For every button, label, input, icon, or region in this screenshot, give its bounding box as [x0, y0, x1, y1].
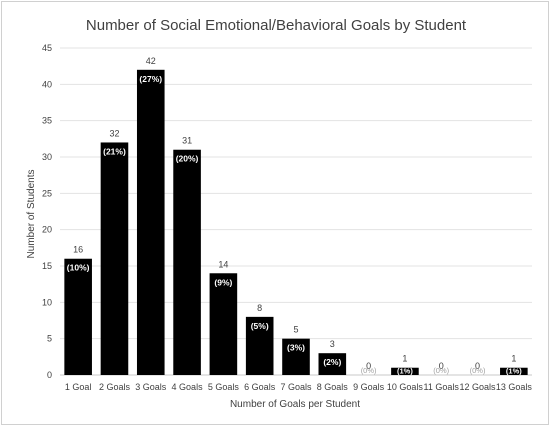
y-tick-label: 20 — [42, 225, 52, 235]
y-tick-label: 10 — [42, 297, 52, 307]
y-tick-label: 5 — [47, 334, 52, 344]
bar — [391, 367, 419, 375]
bar — [136, 69, 165, 376]
value-label: 0 — [439, 361, 444, 371]
percent-label: (5%) — [251, 321, 269, 331]
value-label: 0 — [475, 361, 480, 371]
value-label: 1 — [402, 354, 407, 364]
x-tick-label: 7 Goals — [280, 382, 312, 392]
x-tick-label: 11 Goals — [424, 382, 460, 392]
x-tick-label: 4 Goals — [172, 382, 204, 392]
percent-label: (2%) — [323, 357, 341, 367]
percent-label: (0%) — [470, 366, 486, 375]
percent-label: (3%) — [287, 343, 305, 353]
value-label: 32 — [109, 128, 119, 138]
y-tick-label: 30 — [42, 152, 52, 162]
x-tick-label: 3 Goals — [135, 382, 167, 392]
x-tick-label: 2 Goals — [99, 382, 131, 392]
bar — [318, 353, 347, 375]
bar — [64, 258, 92, 375]
percent-label: (20%) — [176, 154, 199, 164]
chart-title: Number of Social Emotional/Behavioral Go… — [86, 17, 467, 34]
percent-label: (0%) — [361, 366, 377, 375]
value-label: 42 — [146, 56, 156, 66]
x-tick-label: 13 Goals — [496, 382, 533, 392]
value-label: 14 — [218, 259, 228, 269]
x-tick-label: 10 Goals — [387, 382, 424, 392]
x-axis-label: Number of Goals per Student — [230, 399, 360, 410]
percent-label: (0%) — [433, 366, 449, 375]
x-tick-label: 1 Goal — [65, 382, 92, 392]
y-tick-label: 40 — [42, 79, 52, 89]
x-axis-ticks: 1 Goal 2 Goals 3 Goals 4 Goals 5 Goals 6 Goal… — [65, 382, 532, 392]
value-label: 0 — [366, 361, 371, 371]
bar — [500, 367, 528, 375]
percent-label: (9%) — [214, 277, 232, 287]
value-label: 16 — [73, 245, 83, 255]
y-axis-ticks: 0 5 10 15 20 25 30 35 40 45 — [42, 43, 52, 380]
y-tick-label: 45 — [42, 43, 52, 53]
value-label: 5 — [293, 325, 298, 335]
bar — [100, 142, 129, 375]
y-tick-label: 15 — [42, 261, 52, 271]
percent-label: (1%) — [397, 367, 413, 376]
y-tick-label: 35 — [42, 116, 52, 126]
value-label: 3 — [330, 339, 335, 349]
x-tick-label: 6 Goals — [244, 382, 276, 392]
y-tick-label: 0 — [47, 370, 52, 380]
percent-label: (1%) — [506, 367, 522, 376]
y-tick-label: 25 — [42, 188, 52, 198]
x-tick-label: 8 Goals — [317, 382, 349, 392]
x-tick-label: 12 Goals — [460, 382, 497, 392]
value-label: 8 — [257, 303, 262, 313]
value-label: 31 — [182, 136, 192, 146]
x-tick-label: 9 Goals — [353, 382, 385, 392]
percent-label: (21%) — [103, 146, 126, 156]
percent-label: (10%) — [67, 263, 90, 273]
bar — [245, 316, 274, 375]
value-label: 1 — [511, 354, 516, 364]
y-axis-label: Number of Students — [26, 170, 37, 259]
percent-label: (27%) — [139, 74, 162, 84]
x-tick-label: 5 Goals — [208, 382, 240, 392]
bars: 16(10%)32(21%)42(27%)31(20%)14(9%)8(5%) 5… — [64, 56, 528, 376]
bar — [173, 149, 201, 375]
bar — [282, 338, 310, 375]
bar — [209, 273, 238, 375]
